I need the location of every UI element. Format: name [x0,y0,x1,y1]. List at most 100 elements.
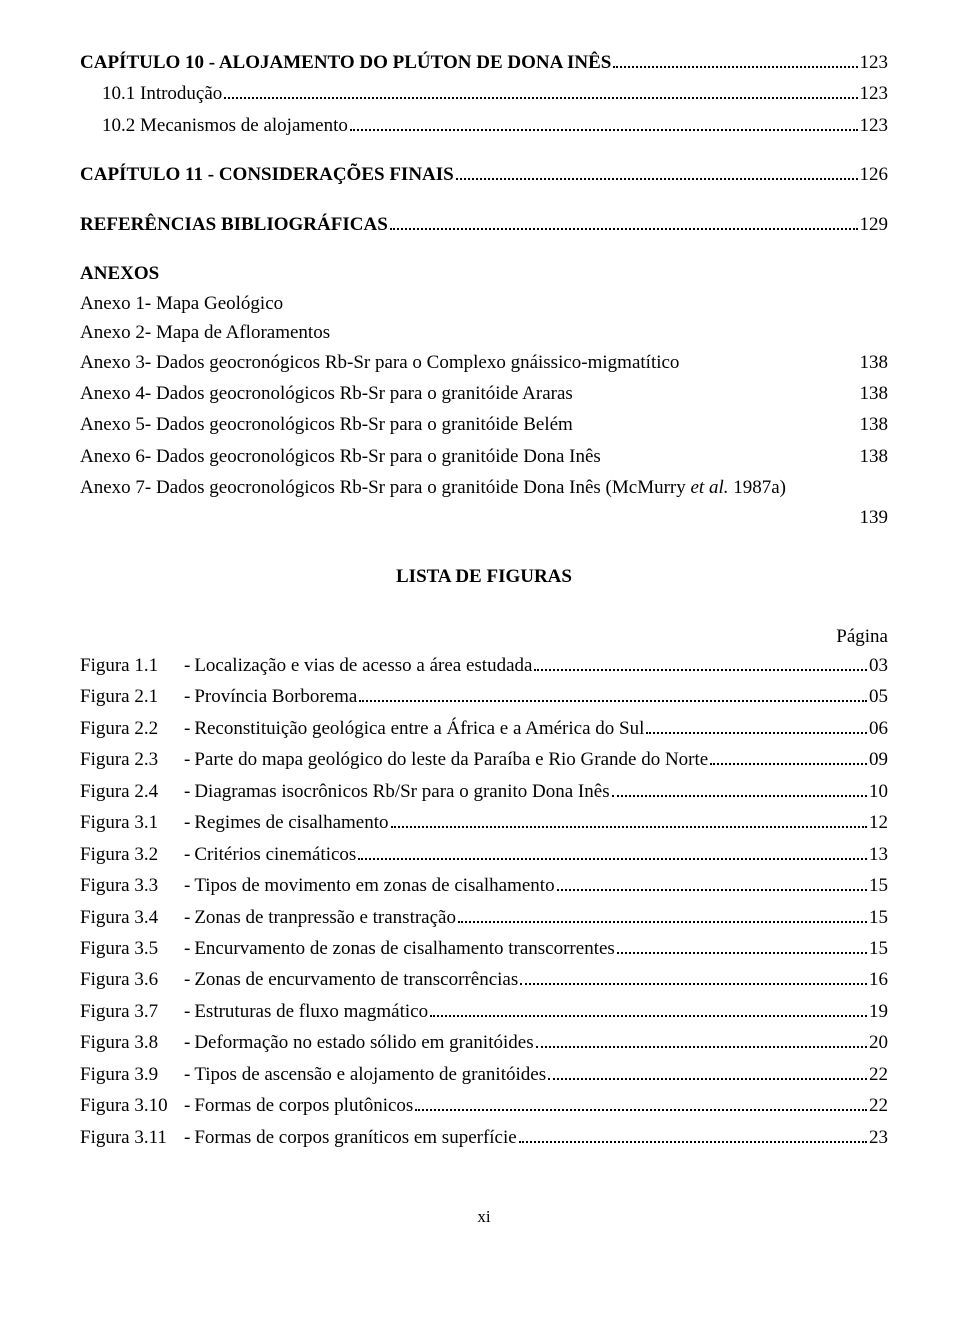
pagina-label: Página [80,622,888,651]
fig-title: Deformação no estado sólido em granitóid… [194,1028,533,1057]
cap11-page: 126 [860,160,889,189]
fig-2-4: Figura 2.4 - Diagramas isocrônicos Rb/Sr… [80,777,888,806]
fig-page: 19 [869,997,888,1026]
anexo-5-label: Anexo 5- Dados geocronológicos Rb-Sr par… [80,410,840,439]
dash: - [184,777,194,806]
anexo-7-em: et al. [691,477,729,498]
toc-cap10-s1: 10.1 Introdução 123 [80,79,888,108]
dash: - [184,808,194,837]
dots [557,876,867,891]
fig-page: 09 [869,745,888,774]
dots [646,719,867,734]
fig-3-7: Figura 3.7 - Estruturas de fluxo magmáti… [80,997,888,1026]
anexo-3-page: 138 [840,348,889,377]
dots [548,1064,867,1079]
fig-title: Diagramas isocrônicos Rb/Sr para o grani… [194,777,609,806]
fig-title: Critérios cinemáticos [194,840,356,869]
cap11-title: CAPÍTULO 11 - CONSIDERAÇÕES FINAIS [80,160,454,189]
anexo-7-line1: Anexo 7- Dados geocronológicos Rb-Sr par… [80,473,888,502]
fig-title: Zonas de encurvamento de transcorrências [194,965,518,994]
fig-no: Figura 3.11 [80,1123,184,1152]
dots [359,687,867,702]
fig-title: Formas de corpos graníticos em superfíci… [194,1123,516,1152]
dots [519,1127,867,1142]
fig-no: Figura 3.1 [80,808,184,837]
dots [358,844,867,859]
dash: - [184,903,194,932]
fig-page: 23 [869,1123,888,1152]
fig-page: 10 [869,777,888,806]
anexo-1: Anexo 1- Mapa Geológico [80,289,888,318]
anexos-heading: ANEXOS [80,259,888,288]
dots [534,656,867,671]
dash: - [184,1123,194,1152]
fig-no: Figura 3.9 [80,1060,184,1089]
fig-no: Figura 3.6 [80,965,184,994]
fig-title: Zonas de tranpressão e transtração [194,903,456,932]
fig-3-5: Figura 3.5 - Encurvamento de zonas de ci… [80,934,888,963]
fig-title: Encurvamento de zonas de cisalhamento tr… [194,934,614,963]
anexo-7-tail: 1987a) [729,477,787,498]
cap10-s1-label: 10.1 Introdução [102,79,222,108]
anexo-3-label: Anexo 3- Dados geocronógicos Rb-Sr para … [80,348,840,377]
fig-no: Figura 3.7 [80,997,184,1026]
fig-title: Tipos de ascensão e alojamento de granit… [194,1060,546,1089]
dash: - [184,840,194,869]
anexo-2: Anexo 2- Mapa de Afloramentos [80,318,888,347]
dots [390,214,858,229]
dots [710,750,867,765]
dots [458,907,867,922]
toc-cap10-s2: 10.2 Mecanismos de alojamento 123 [80,111,888,140]
dots [415,1096,867,1111]
dots [456,165,858,180]
dash: - [184,1028,194,1057]
fig-title: Estruturas de fluxo magmático [194,997,428,1026]
fig-title: Tipos de movimento em zonas de cisalhame… [194,871,554,900]
fig-title: Localização e vias de acesso a área estu… [194,651,532,680]
fig-no: Figura 3.8 [80,1028,184,1057]
fig-no: Figura 3.4 [80,903,184,932]
toc-cap11: CAPÍTULO 11 - CONSIDERAÇÕES FINAIS 126 [80,160,888,189]
dash: - [184,997,194,1026]
fig-page: 15 [869,934,888,963]
anexo-7-text: Anexo 7- Dados geocronológicos Rb-Sr par… [80,477,691,498]
fig-no: Figura 3.5 [80,934,184,963]
dots [391,813,868,828]
fig-3-9: Figura 3.9 - Tipos de ascensão e alojame… [80,1060,888,1089]
anexo-6-page: 138 [840,442,889,471]
refs-page: 129 [860,210,889,239]
fig-3-11: Figura 3.11 - Formas de corpos granítico… [80,1123,888,1152]
cap10-page: 123 [860,48,889,77]
anexo-6-label: Anexo 6- Dados geocronológicos Rb-Sr par… [80,442,840,471]
lista-heading: LISTA DE FIGURAS [80,562,888,591]
fig-page: 22 [869,1060,888,1089]
toc-cap10: CAPÍTULO 10 - ALOJAMENTO DO PLÚTON DE DO… [80,48,888,77]
fig-3-2: Figura 3.2 - Critérios cinemáticos 13 [80,840,888,869]
anexo-4-page: 138 [840,379,889,408]
fig-page: 06 [869,714,888,743]
fig-3-6: Figura 3.6 - Zonas de encurvamento de tr… [80,965,888,994]
anexo-3: Anexo 3- Dados geocronógicos Rb-Sr para … [80,348,888,377]
dash: - [184,1060,194,1089]
fig-page: 15 [869,903,888,932]
anexo-5: Anexo 5- Dados geocronológicos Rb-Sr par… [80,410,888,439]
dash: - [184,965,194,994]
fig-page: 22 [869,1091,888,1120]
dash: - [184,934,194,963]
dots [536,1033,867,1048]
fig-title: Formas de corpos plutônicos [194,1091,413,1120]
fig-3-10: Figura 3.10 - Formas de corpos plutônico… [80,1091,888,1120]
page-number: xi [80,1204,888,1230]
fig-no: Figura 3.10 [80,1091,184,1120]
fig-page: 15 [869,871,888,900]
anexo-4-label: Anexo 4- Dados geocronológicos Rb-Sr par… [80,379,840,408]
fig-3-1: Figura 3.1 - Regimes de cisalhamento 12 [80,808,888,837]
cap10-s1-page: 123 [860,79,889,108]
cap10-s2-label: 10.2 Mecanismos de alojamento [102,111,348,140]
fig-no: Figura 1.1 [80,651,184,680]
fig-2-3: Figura 2.3 - Parte do mapa geológico do … [80,745,888,774]
dash: - [184,651,194,680]
fig-2-1: Figura 2.1 - Província Borborema 05 [80,682,888,711]
fig-3-4: Figura 3.4 - Zonas de tranpressão e tran… [80,903,888,932]
fig-no: Figura 3.2 [80,840,184,869]
